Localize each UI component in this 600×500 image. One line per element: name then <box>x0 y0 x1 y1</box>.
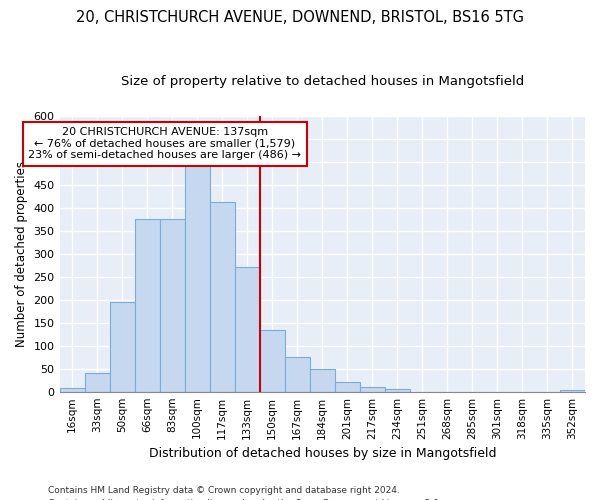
Bar <box>285 357 310 392</box>
Bar <box>385 390 410 392</box>
Text: Contains HM Land Registry data © Crown copyright and database right 2024.: Contains HM Land Registry data © Crown c… <box>48 486 400 495</box>
Text: Contains public sector information licensed under the Open Government Licence v3: Contains public sector information licen… <box>48 498 442 500</box>
Bar <box>209 202 235 392</box>
Bar <box>85 374 110 392</box>
Text: 20 CHRISTCHURCH AVENUE: 137sqm
← 76% of detached houses are smaller (1,579)
23% : 20 CHRISTCHURCH AVENUE: 137sqm ← 76% of … <box>28 127 301 160</box>
X-axis label: Distribution of detached houses by size in Mangotsfield: Distribution of detached houses by size … <box>149 447 496 460</box>
Bar <box>185 166 209 392</box>
Bar <box>260 330 285 392</box>
Bar <box>134 219 160 392</box>
Bar <box>160 219 185 392</box>
Bar <box>335 382 360 392</box>
Text: 20, CHRISTCHURCH AVENUE, DOWNEND, BRISTOL, BS16 5TG: 20, CHRISTCHURCH AVENUE, DOWNEND, BRISTO… <box>76 10 524 25</box>
Title: Size of property relative to detached houses in Mangotsfield: Size of property relative to detached ho… <box>121 75 524 88</box>
Bar <box>310 368 335 392</box>
Bar <box>59 388 85 392</box>
Bar <box>360 387 385 392</box>
Bar <box>560 390 585 392</box>
Y-axis label: Number of detached properties: Number of detached properties <box>15 160 28 346</box>
Bar <box>235 268 260 392</box>
Bar <box>110 302 134 392</box>
